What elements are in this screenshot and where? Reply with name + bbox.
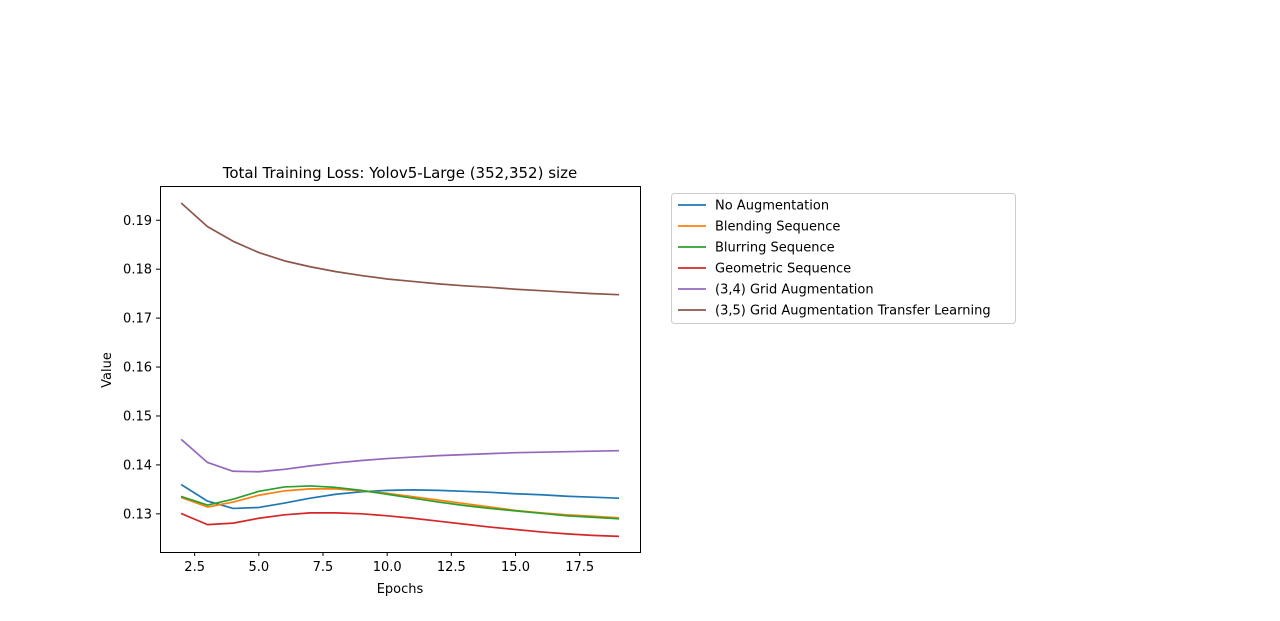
legend-label-6: (3,5) Grid Augmentation Transfer Learnin… bbox=[715, 304, 991, 319]
x-tick-label: 15.0 bbox=[501, 560, 530, 575]
x-tick-label: 10.0 bbox=[373, 560, 402, 575]
legend-label-4: Geometric Sequence bbox=[715, 262, 851, 277]
legend-label-2: Blending Sequence bbox=[715, 220, 840, 235]
y-axis-ticks: 0.13 0.14 0.15 0.16 0.17 0.18 0.19 bbox=[123, 214, 160, 522]
x-tick-label: 12.5 bbox=[437, 560, 466, 575]
x-tick-label: 7.5 bbox=[313, 560, 334, 575]
x-tick-label: 17.5 bbox=[565, 560, 594, 575]
series-line-1 bbox=[180, 483, 620, 510]
series-line-3 bbox=[180, 485, 620, 520]
series-line-4 bbox=[180, 512, 620, 538]
y-tick-label: 0.14 bbox=[123, 458, 152, 473]
series-line-5 bbox=[180, 438, 620, 473]
chart-title: Total Training Loss: Yolov5-Large (352,3… bbox=[222, 164, 578, 182]
y-tick-label: 0.13 bbox=[123, 507, 152, 522]
y-tick-label: 0.18 bbox=[123, 263, 152, 278]
plot-lines bbox=[180, 202, 620, 538]
x-tick-label: 2.5 bbox=[184, 560, 205, 575]
y-tick-label: 0.17 bbox=[123, 312, 152, 327]
legend-label-3: Blurring Sequence bbox=[715, 241, 835, 256]
legend: No Augmentation Blending Sequence Blurring… bbox=[671, 193, 1016, 324]
y-axis-label: Value bbox=[100, 352, 115, 388]
y-tick-label: 0.16 bbox=[123, 361, 152, 376]
plot-frame bbox=[160, 186, 641, 553]
legend-label-5: (3,4) Grid Augmentation bbox=[715, 283, 874, 298]
legend-frame bbox=[671, 193, 1016, 324]
y-tick-label: 0.19 bbox=[123, 214, 152, 229]
y-tick-label: 0.15 bbox=[123, 409, 152, 424]
series-line-6 bbox=[180, 202, 620, 296]
x-axis-ticks: 2.5 5.0 7.5 10.0 12.5 15.0 17.5 bbox=[184, 552, 594, 575]
legend-label-1: No Augmentation bbox=[715, 199, 829, 214]
x-axis-label: Epochs bbox=[377, 582, 424, 597]
x-tick-label: 5.0 bbox=[248, 560, 269, 575]
